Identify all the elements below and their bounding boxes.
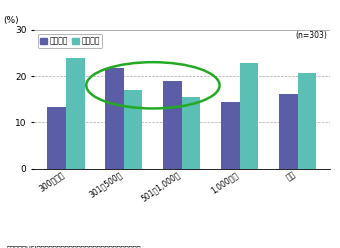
Bar — [66, 58, 85, 169]
Bar — [182, 97, 201, 169]
Legend: 増加傾向, 減少傾向: 増加傾向, 減少傾向 — [38, 33, 102, 48]
Bar — [124, 90, 142, 169]
Bar — [240, 63, 258, 169]
Bar — [221, 101, 240, 169]
Text: (%): (%) — [3, 16, 19, 25]
Text: 資料：三菱UFJリサーチ＆コンサルティング「我が国企業の海外事業戦略
　に関するアンケート調査」から作成。: 資料：三菱UFJリサーチ＆コンサルティング「我が国企業の海外事業戦略 に関するア… — [7, 246, 141, 248]
Bar — [48, 107, 66, 169]
Bar — [279, 94, 298, 169]
Bar — [163, 81, 182, 169]
Text: (n=303): (n=303) — [295, 31, 327, 40]
Bar — [105, 68, 124, 169]
Bar — [298, 73, 316, 169]
